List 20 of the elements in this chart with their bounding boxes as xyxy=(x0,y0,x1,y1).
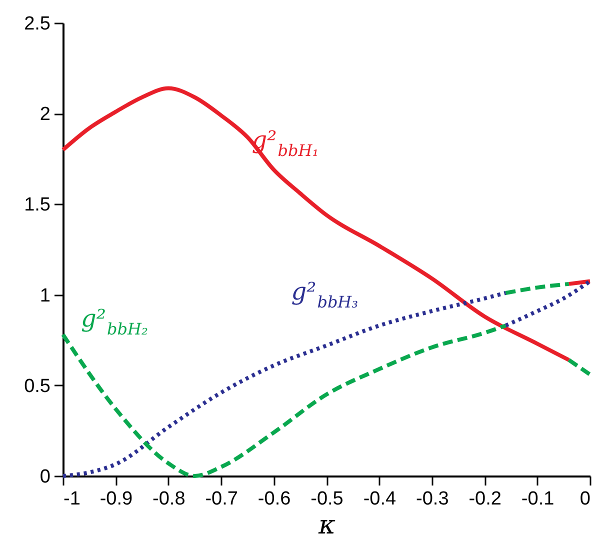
x-tick-label: -0.4 xyxy=(363,488,396,510)
line-series xyxy=(61,86,571,362)
x-axis-title: κ xyxy=(317,510,336,540)
x-tick-label: 0 xyxy=(580,488,590,510)
x-tick-label: -0.9 xyxy=(100,488,133,510)
x-tick-label: -0.2 xyxy=(468,488,502,510)
line-series xyxy=(504,279,592,328)
y-tick-label: 1 xyxy=(40,285,50,306)
x-tick-label: -0.1 xyxy=(521,488,554,510)
y-tick-label: 0.5 xyxy=(24,376,50,397)
y-tick-label: 2.5 xyxy=(24,14,50,34)
x-tick-label: -0.3 xyxy=(416,488,449,510)
y-tick-label: 2 xyxy=(40,104,50,126)
y-tick-label: 0 xyxy=(40,466,50,488)
x-tick-label: -1 xyxy=(64,488,80,510)
y-tick-label: 1.5 xyxy=(24,194,50,216)
x-tick-label: -0.5 xyxy=(310,488,344,510)
x-tick-label: -0.6 xyxy=(258,488,291,510)
x-tick-label: -0.7 xyxy=(205,488,238,510)
x-tick-label: -0.8 xyxy=(152,488,186,510)
